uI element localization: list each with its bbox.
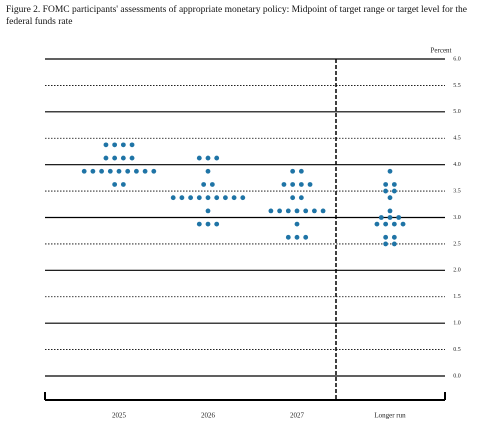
dot — [90, 168, 96, 174]
dot — [383, 182, 389, 187]
dot — [205, 155, 211, 161]
dot — [281, 182, 287, 187]
dot — [290, 195, 296, 201]
dot — [103, 155, 109, 161]
dot — [387, 168, 393, 174]
dot — [277, 208, 282, 214]
dot — [374, 221, 380, 227]
dot — [205, 195, 211, 201]
dot — [196, 195, 202, 201]
dot — [142, 168, 148, 174]
y-tick-label: 3.0 — [453, 215, 461, 221]
dot — [112, 142, 118, 148]
dot — [285, 234, 291, 240]
y-tick-label: 5.5 — [453, 83, 461, 89]
dot — [103, 142, 109, 148]
dot — [290, 168, 296, 174]
dot — [240, 195, 246, 201]
dot — [81, 168, 87, 174]
dot — [303, 208, 309, 214]
dot — [209, 182, 215, 187]
dot — [205, 208, 211, 214]
dot — [268, 208, 274, 214]
dot — [298, 195, 304, 201]
dot — [294, 208, 300, 214]
chart-title: Figure 2. FOMC participants' assessments… — [6, 5, 467, 27]
dot — [129, 142, 135, 148]
y-tick-label: 3.5 — [453, 188, 461, 194]
dot — [391, 188, 397, 194]
dot — [170, 195, 176, 201]
dot — [214, 195, 220, 201]
y-tick-label: 4.0 — [453, 162, 461, 168]
dot — [391, 182, 397, 187]
dot — [214, 155, 220, 161]
dot — [223, 195, 228, 201]
dot — [116, 168, 122, 174]
dot — [400, 221, 406, 227]
dot — [312, 208, 317, 214]
dot — [378, 215, 384, 220]
dot — [112, 155, 118, 161]
dot — [391, 234, 397, 240]
dot — [188, 195, 194, 201]
dot — [391, 241, 397, 247]
dot — [383, 188, 389, 194]
dot — [196, 221, 202, 227]
y-tick-label: 0.0 — [453, 373, 461, 379]
y-tick-label: 4.5 — [453, 136, 461, 142]
dot — [383, 241, 389, 247]
dot — [151, 168, 157, 174]
y-tick-label: 0.5 — [453, 347, 461, 353]
dot — [387, 215, 393, 220]
dot — [294, 221, 300, 227]
y-tick-label: 6.0 — [453, 56, 461, 62]
x-tick-label: 2027 — [290, 412, 305, 420]
dot — [112, 182, 118, 187]
y-axis-label: Percent — [431, 47, 452, 55]
dot — [387, 195, 393, 201]
dot — [120, 142, 126, 148]
dot — [387, 208, 393, 214]
dot — [134, 168, 139, 174]
dot — [201, 182, 207, 187]
dot — [99, 168, 104, 174]
x-tick-label: 2026 — [201, 412, 216, 420]
x-tick-label: 2025 — [112, 412, 127, 420]
dot — [396, 215, 402, 220]
x-tick-label: Longer run — [374, 412, 406, 420]
dot — [120, 155, 126, 161]
dot — [205, 221, 211, 227]
y-tick-label: 2.5 — [453, 241, 461, 247]
dot — [298, 168, 304, 174]
y-tick-label: 5.0 — [453, 109, 461, 115]
dot — [391, 221, 397, 227]
dot — [129, 155, 135, 161]
y-tick-label: 1.0 — [453, 321, 461, 327]
dot — [298, 182, 304, 187]
dot — [383, 234, 389, 240]
dot — [290, 182, 296, 187]
dot — [120, 182, 126, 187]
dot — [107, 168, 113, 174]
y-tick-label: 1.5 — [453, 294, 461, 300]
dot — [307, 182, 313, 187]
y-tick-label: 2.0 — [453, 268, 461, 274]
dot — [231, 195, 237, 201]
dot — [303, 234, 309, 240]
dot — [205, 168, 211, 174]
dot — [383, 221, 389, 227]
dot — [285, 208, 291, 214]
dot — [320, 208, 326, 214]
dot — [214, 221, 220, 227]
dot — [125, 168, 131, 174]
dot — [196, 155, 202, 161]
dot — [294, 234, 300, 240]
dot — [179, 195, 185, 201]
